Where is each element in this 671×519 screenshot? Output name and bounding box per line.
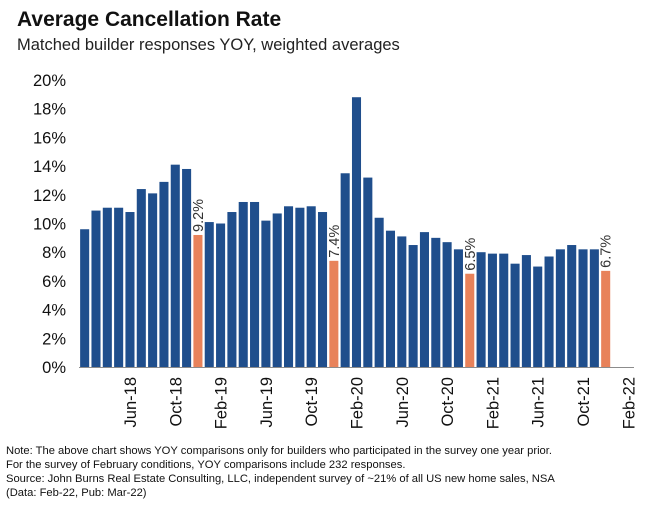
- bar: [216, 223, 226, 367]
- bar: [487, 253, 497, 367]
- bar: [408, 245, 418, 367]
- x-tick-label: Feb-21: [484, 377, 502, 429]
- bar: [182, 168, 192, 367]
- data-label: 9.2%: [191, 199, 207, 232]
- bar: [125, 212, 135, 367]
- y-tick-label: 6%: [42, 273, 66, 291]
- x-tick-label: Feb-22: [620, 377, 638, 429]
- data-label: 7.4%: [327, 225, 343, 258]
- bar: [419, 232, 429, 367]
- note-line: Note: The above chart shows YOY comparis…: [6, 445, 552, 457]
- highlighted-bar: [193, 234, 203, 367]
- bar: [272, 213, 282, 367]
- bar: [204, 222, 214, 367]
- bar: [261, 220, 271, 367]
- bar: [521, 255, 531, 367]
- bar: [91, 210, 101, 367]
- x-tick-label: Oct-18: [167, 377, 185, 427]
- bar: [317, 212, 328, 367]
- x-tick-label: Jun-21: [530, 377, 548, 427]
- bar: [114, 207, 124, 367]
- bar: [148, 193, 158, 367]
- highlighted-bar: [465, 273, 475, 367]
- bar: [567, 245, 577, 367]
- bar: [453, 249, 463, 367]
- x-tick-label: Oct-21: [575, 377, 593, 427]
- bar: [351, 97, 362, 367]
- bar: [250, 201, 260, 367]
- bar: [136, 189, 146, 367]
- bar: [80, 229, 90, 367]
- y-tick-label: 18%: [33, 101, 66, 119]
- bar: [374, 217, 384, 367]
- highlighted-bar: [601, 270, 611, 367]
- bar: [284, 206, 294, 367]
- bar: [397, 236, 407, 367]
- x-tick-label: Oct-20: [439, 377, 457, 427]
- y-tick-label: 2%: [42, 330, 66, 348]
- bar: [306, 206, 316, 367]
- bar: [499, 253, 509, 367]
- bar: [476, 252, 486, 367]
- chart-subtitle: Matched builder responses YOY, weighted …: [17, 36, 400, 54]
- data-date-line: (Data: Feb-22, Pub: Mar-22): [6, 487, 147, 499]
- bar: [363, 177, 373, 367]
- x-tick-label: Oct-19: [303, 377, 321, 427]
- y-tick-label: 0%: [42, 359, 66, 377]
- bar: [431, 237, 441, 367]
- bar: [533, 266, 543, 367]
- chart-title: Average Cancellation Rate: [17, 8, 282, 31]
- x-tick-label: Feb-19: [213, 377, 231, 429]
- source-line: Source: John Burns Real Estate Consultin…: [6, 473, 555, 485]
- x-tick-label: Feb-20: [349, 377, 367, 429]
- bar: [442, 242, 452, 367]
- data-label: 6.7%: [599, 235, 615, 268]
- y-tick-label: 16%: [33, 129, 66, 147]
- x-tick-label: Jun-20: [394, 377, 412, 427]
- bar: [385, 230, 396, 367]
- bar: [238, 201, 248, 367]
- bar: [170, 164, 180, 367]
- bar: [102, 207, 112, 367]
- bar: [510, 263, 520, 367]
- bar: [555, 249, 565, 367]
- bar: [340, 173, 350, 367]
- bar: [578, 249, 588, 367]
- y-tick-label: 14%: [33, 158, 66, 176]
- bar: [159, 181, 169, 367]
- chart-notes: Note: The above chart shows YOY comparis…: [6, 444, 555, 500]
- bar: [544, 256, 554, 367]
- y-tick-label: 12%: [33, 187, 66, 205]
- y-tick-label: 20%: [33, 72, 66, 90]
- bar: [295, 207, 305, 367]
- highlighted-bar: [329, 260, 339, 367]
- bar: [589, 249, 599, 367]
- bar: [227, 212, 237, 367]
- data-label: 6.5%: [463, 238, 479, 271]
- x-tick-label: Jun-18: [122, 377, 140, 427]
- x-tick-label: Jun-19: [258, 377, 276, 427]
- y-tick-label: 10%: [33, 216, 66, 234]
- y-tick-label: 8%: [42, 244, 66, 262]
- y-tick-label: 4%: [42, 302, 66, 320]
- note-line: For the survey of February conditions, Y…: [6, 459, 406, 471]
